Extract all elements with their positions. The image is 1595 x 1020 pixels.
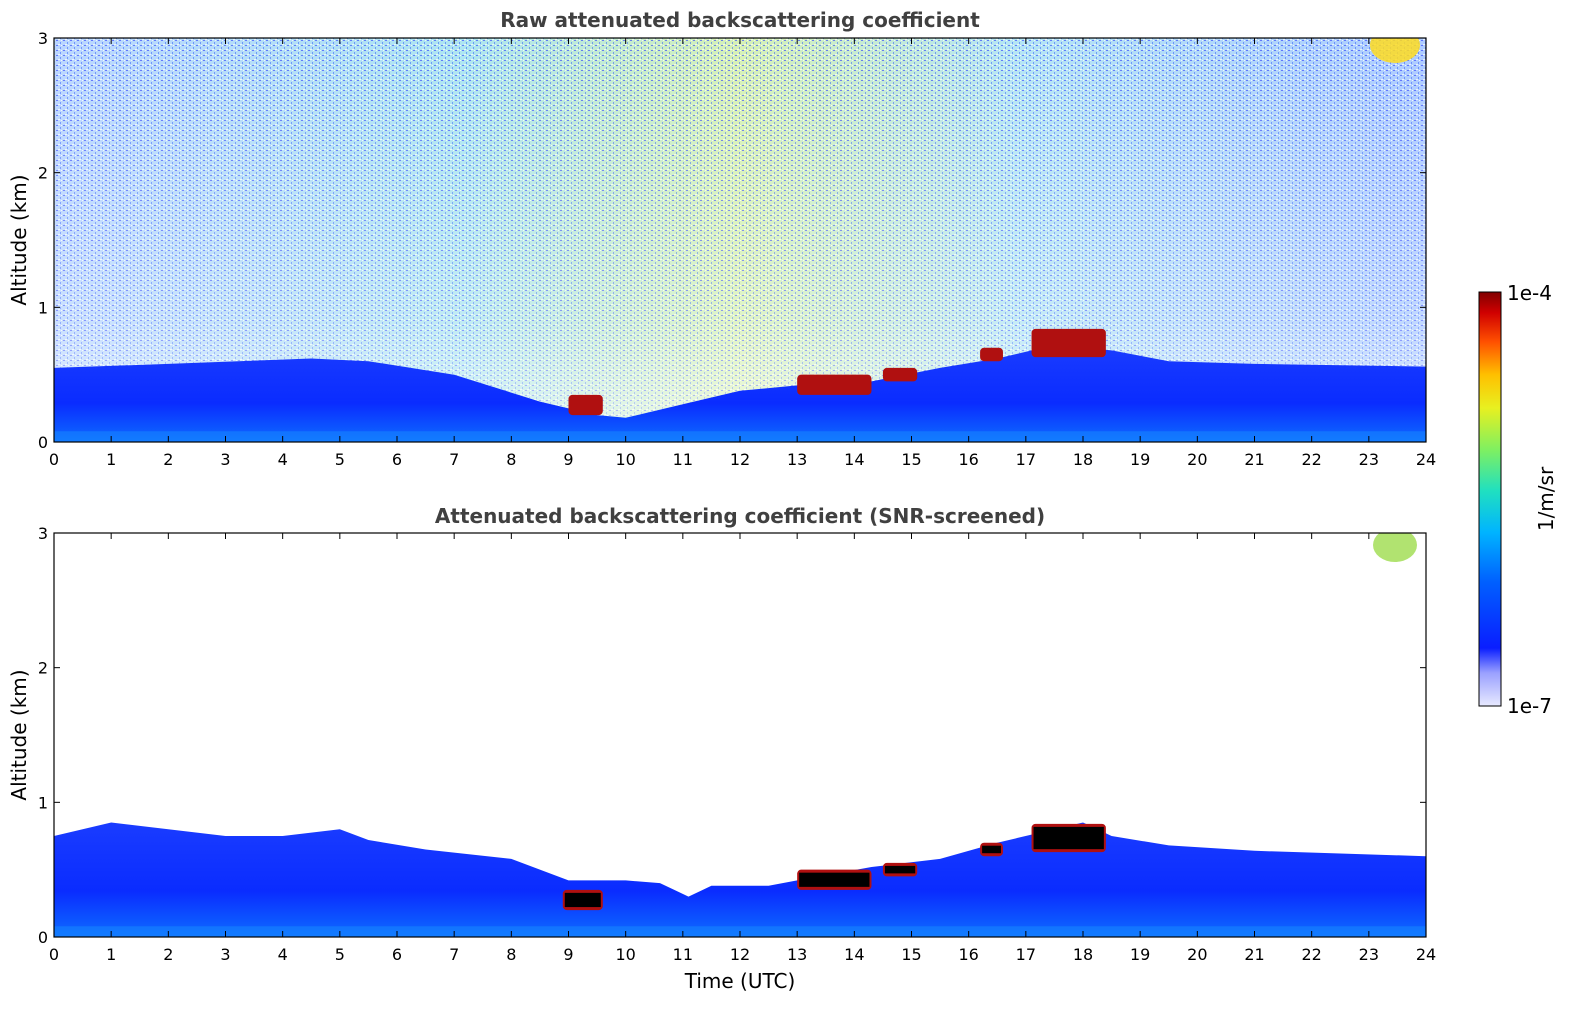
- panel-raw-ytick-label: 2: [38, 164, 48, 183]
- panel-screened-xtick-label: 12: [730, 945, 750, 964]
- panel-screened-cloud-core: [884, 865, 916, 874]
- panel-raw-xtick-label: 9: [563, 450, 573, 469]
- panel-screened-sun-artifact: [1373, 533, 1417, 562]
- panel-screened-xtick-label: 11: [673, 945, 693, 964]
- panel-raw-xtick-label: 23: [1359, 450, 1379, 469]
- panel-raw-xtick-label: 18: [1073, 450, 1093, 469]
- panel-screened-cloud-core: [799, 872, 870, 887]
- panel-screened-plot-area: [54, 533, 1426, 937]
- panel-screened-xtick-label: 20: [1187, 945, 1207, 964]
- panel-screened-ytick-label: 1: [38, 793, 48, 812]
- panel-screened-xtick-label: 2: [163, 945, 173, 964]
- panel-screened-xtick-label: 16: [958, 945, 978, 964]
- panel-screened-xtick-label: 18: [1073, 945, 1093, 964]
- panel-raw-xtick-label: 21: [1244, 450, 1264, 469]
- panel-screened-xtick-label: 6: [392, 945, 402, 964]
- panel-raw-xtick-label: 3: [220, 450, 230, 469]
- panel-screened-xtick-label: 8: [506, 945, 516, 964]
- panel-raw-xtick-label: 8: [506, 450, 516, 469]
- panel-raw-xtick-label: 24: [1416, 450, 1436, 469]
- panel-raw-xtick-label: 4: [278, 450, 288, 469]
- panel-raw-sun-artifact: [1370, 38, 1420, 63]
- panel-screened-clouds: [562, 823, 1106, 911]
- panel-raw-cloud: [980, 347, 1003, 362]
- panel-raw-xtick-label: 10: [615, 450, 635, 469]
- panel-screened-xtick-label: 14: [844, 945, 864, 964]
- panel-raw-xtick-label: 13: [787, 450, 807, 469]
- panel-screened-xtick-label: 24: [1416, 945, 1436, 964]
- panel-screened-xtick-label: 10: [615, 945, 635, 964]
- panel-raw-clouds: [568, 328, 1106, 416]
- panel-raw-cloud: [882, 367, 918, 382]
- panel-raw-y-axis: 0 1 2 3: [38, 29, 1426, 452]
- colorbar-min-label: 1e-7: [1507, 694, 1552, 718]
- panel-raw-xtick-label: 7: [449, 450, 459, 469]
- panel-raw-xtick-label: 14: [844, 450, 864, 469]
- panel-screened-ytick-label: 2: [38, 659, 48, 678]
- panel-raw-x-axis: 0 1 2 3 4 5 6 7 8 9 10 11 12 13 14 15 16 17 18 19 20 21 22 23 24: [49, 38, 1436, 469]
- panel-raw-xtick-label: 17: [1016, 450, 1036, 469]
- panel-raw-xtick-label: 16: [958, 450, 978, 469]
- panel-raw: Raw attenuated backscattering coefficien…: [7, 8, 1436, 469]
- panel-screened-cloud-core: [564, 892, 601, 908]
- panel-screened-xtick-label: 4: [278, 945, 288, 964]
- panel-raw-xtick-label: 20: [1187, 450, 1207, 469]
- panel-screened-xtick-label: 22: [1301, 945, 1321, 964]
- panel-raw-xtick-label: 5: [335, 450, 345, 469]
- panel-raw-cloud: [797, 374, 872, 395]
- panel-raw-xtick-label: 22: [1301, 450, 1321, 469]
- panel-screened-xtick-label: 5: [335, 945, 345, 964]
- panel-screened-ylabel: Altitude (km): [7, 669, 31, 800]
- panel-raw-xtick-label: 6: [392, 450, 402, 469]
- panel-screened-x-axis: 0 1 2 3 4 5 6 7 8 9 10 11 12 13 14 15 16 17 18 19 20 21 22 23 24: [49, 533, 1436, 964]
- panel-screened-xtick-label: 13: [787, 945, 807, 964]
- panel-screened-xlabel: Time (UTC): [684, 969, 796, 993]
- panel-raw-xtick-label: 0: [49, 450, 59, 469]
- colorbar-gradient: [1478, 291, 1502, 707]
- panel-raw-xtick-label: 2: [163, 450, 173, 469]
- panel-raw-plot-area: [54, 38, 1426, 442]
- panel-screened-xtick-label: 19: [1130, 945, 1150, 964]
- colorbar: 1e-4 1e-7 1/m/sr: [1478, 281, 1558, 718]
- panel-screened-ytick-label: 0: [38, 928, 48, 947]
- panel-screened-xtick-label: 1: [106, 945, 116, 964]
- panel-screened-xtick-label: 15: [901, 945, 921, 964]
- panel-raw-title: Raw attenuated backscattering coefficien…: [500, 8, 980, 32]
- panel-screened-xtick-label: 9: [563, 945, 573, 964]
- panel-raw-xtick-label: 12: [730, 450, 750, 469]
- panel-raw-ytick-label: 3: [38, 29, 48, 48]
- panel-raw-xtick-label: 19: [1130, 450, 1150, 469]
- panel-raw-xtick-label: 1: [106, 450, 116, 469]
- panel-screened-title: Attenuated backscattering coefficient (S…: [435, 504, 1045, 528]
- panel-screened-xtick-label: 0: [49, 945, 59, 964]
- panel-raw-ylabel: Altitude (km): [7, 174, 31, 305]
- panel-screened-cloud-core: [1033, 826, 1104, 850]
- panel-screened-cloud-core: [982, 845, 1001, 854]
- colorbar-max-label: 1e-4: [1507, 281, 1552, 305]
- panel-raw-cloud: [1031, 328, 1106, 358]
- panel-raw-cloud: [568, 394, 603, 416]
- panel-screened: Attenuated backscattering coefficient (S…: [7, 504, 1436, 993]
- panel-screened-y-axis: 0 1 2 3: [38, 524, 1426, 947]
- panel-screened-xtick-label: 23: [1359, 945, 1379, 964]
- panel-raw-ytick-label: 1: [38, 298, 48, 317]
- panel-screened-xtick-label: 3: [220, 945, 230, 964]
- panel-screened-xtick-label: 17: [1016, 945, 1036, 964]
- panel-screened-xtick-label: 7: [449, 945, 459, 964]
- panel-screened-ytick-label: 3: [38, 524, 48, 543]
- panel-raw-aerosol-layer: [54, 345, 1426, 442]
- panel-screened-xtick-label: 21: [1244, 945, 1264, 964]
- colorbar-unit-label: 1/m/sr: [1534, 466, 1558, 531]
- panel-raw-ytick-label: 0: [38, 433, 48, 452]
- panel-raw-xtick-label: 11: [673, 450, 693, 469]
- panel-raw-xtick-label: 15: [901, 450, 921, 469]
